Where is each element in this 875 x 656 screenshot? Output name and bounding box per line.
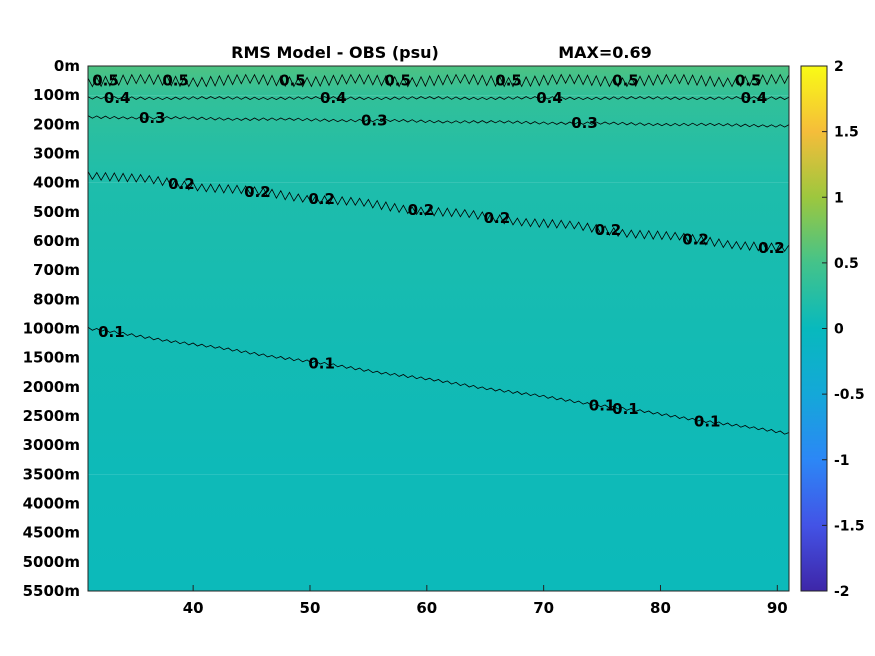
field-band <box>88 474 789 591</box>
contour-line-0-1 <box>87 326 790 435</box>
contour-label: 0.5 <box>735 72 762 90</box>
contour-label: 0.4 <box>320 89 347 107</box>
colorbar-tick-label: -1 <box>834 453 850 469</box>
contour-label: 0.2 <box>408 201 435 219</box>
x-tick-label: 40 <box>183 599 204 617</box>
contour-label: 0.2 <box>244 183 271 201</box>
plot-area: 0.5 0.5 0.5 0.5 0.5 0.5 0.50.4 0.4 0.4 0.40.3 0.3 0… <box>87 65 790 592</box>
y-tick-label: 200m <box>33 115 80 133</box>
contour-lines <box>87 73 790 435</box>
y-tick-label: 600m <box>33 232 80 250</box>
colorbar-tick-label: -1.5 <box>834 518 865 534</box>
y-tick-label: 5500m <box>23 582 80 600</box>
contour-label: 0.5 <box>162 72 189 90</box>
x-tick-label: 70 <box>533 599 554 617</box>
contour-label: 0.4 <box>104 89 131 107</box>
colorbar-tick-label: 1 <box>834 190 844 206</box>
contour-label: 0.1 <box>98 323 125 341</box>
field-band <box>88 66 789 96</box>
y-tick-label: 400m <box>33 174 80 192</box>
contour-label: 0.1 <box>612 400 639 418</box>
colorbar-tick-label: 0.5 <box>834 256 859 272</box>
y-axis: 0m 100m 200m 300m 400m 500m 600m 700m 800m 1000m 1… <box>23 57 80 600</box>
y-tick-label: 3000m <box>23 436 80 454</box>
contour-label: 0.5 <box>92 72 119 90</box>
contour-label: 0.4 <box>741 89 768 107</box>
colorbar: 2 1.5 1 0.5 0 -0.5 -1 -1.5 -2 <box>800 59 865 600</box>
y-tick-label: 1500m <box>23 349 80 367</box>
field-band <box>88 95 789 183</box>
heatmap-field <box>88 66 789 591</box>
x-tick-label: 80 <box>650 599 671 617</box>
contour-line-0-5 <box>87 73 790 88</box>
contour-line-0-2 <box>87 171 790 253</box>
contour-label: 0.2 <box>595 221 622 239</box>
y-tick-label: 2500m <box>23 407 80 425</box>
y-tick-label: 4500m <box>23 524 80 542</box>
max-label: MAX=0.69 <box>558 43 652 62</box>
contour-label: 0.5 <box>279 72 306 90</box>
contour-label: 0.4 <box>536 89 563 107</box>
x-tick-label: 90 <box>767 599 788 617</box>
contour-line-0-3 <box>87 115 790 128</box>
contour-label: 0.1 <box>694 412 721 430</box>
y-tick-label: 4000m <box>23 495 80 513</box>
y-tick-label: 1000m <box>23 320 80 338</box>
contour-label: 0.2 <box>682 231 709 249</box>
y-tick-label: 500m <box>33 203 80 221</box>
plot-frame <box>87 65 790 592</box>
contour-label: 0.3 <box>139 109 166 127</box>
field-band <box>88 182 789 329</box>
y-tick-label: 300m <box>33 145 80 163</box>
contour-label: 0.5 <box>495 72 522 90</box>
colorbar-tick-label: 1.5 <box>834 125 859 141</box>
x-tick-label: 60 <box>416 599 437 617</box>
contour-label: 0.2 <box>308 190 335 208</box>
contour-label: 0.5 <box>612 72 639 90</box>
colorbar-tick-label: 0 <box>834 322 844 338</box>
y-tick-label: 700m <box>33 261 80 279</box>
colorbar-tick-label: -2 <box>834 584 850 600</box>
y-tick-label: 800m <box>33 290 80 308</box>
contour-label: 0.5 <box>384 72 411 90</box>
contour-labels: 0.5 0.5 0.5 0.5 0.5 0.5 0.50.4 0.4 0.4 0.40.3 0.3 0… <box>92 72 785 431</box>
contour-label: 0.3 <box>571 114 598 132</box>
chart-title: RMS Model - OBS (psu) <box>231 43 439 62</box>
colorbar-tick-label: -0.5 <box>834 387 865 403</box>
contour-label: 0.1 <box>589 397 616 415</box>
y-tick-label: 0m <box>54 57 80 75</box>
x-tick-label: 50 <box>300 599 321 617</box>
contour-label: 0.2 <box>484 209 511 227</box>
contour-label: 0.2 <box>168 175 195 193</box>
colorbar-ticks: 2 1.5 1 0.5 0 -0.5 -1 -1.5 -2 <box>822 59 865 600</box>
y-tick-label: 100m <box>33 86 80 104</box>
field-band <box>88 328 789 475</box>
contour-label: 0.2 <box>758 239 785 257</box>
contour-line-0-4 <box>87 96 790 101</box>
y-tick-label: 5000m <box>23 553 80 571</box>
y-tick-label: 3500m <box>23 465 80 483</box>
contour-label: 0.3 <box>361 112 388 130</box>
x-axis: 40 50 60 70 80 90 <box>183 585 788 617</box>
colorbar-tick-label: 2 <box>834 59 844 75</box>
y-tick-label: 2000m <box>23 378 80 396</box>
contour-label: 0.1 <box>308 355 335 373</box>
